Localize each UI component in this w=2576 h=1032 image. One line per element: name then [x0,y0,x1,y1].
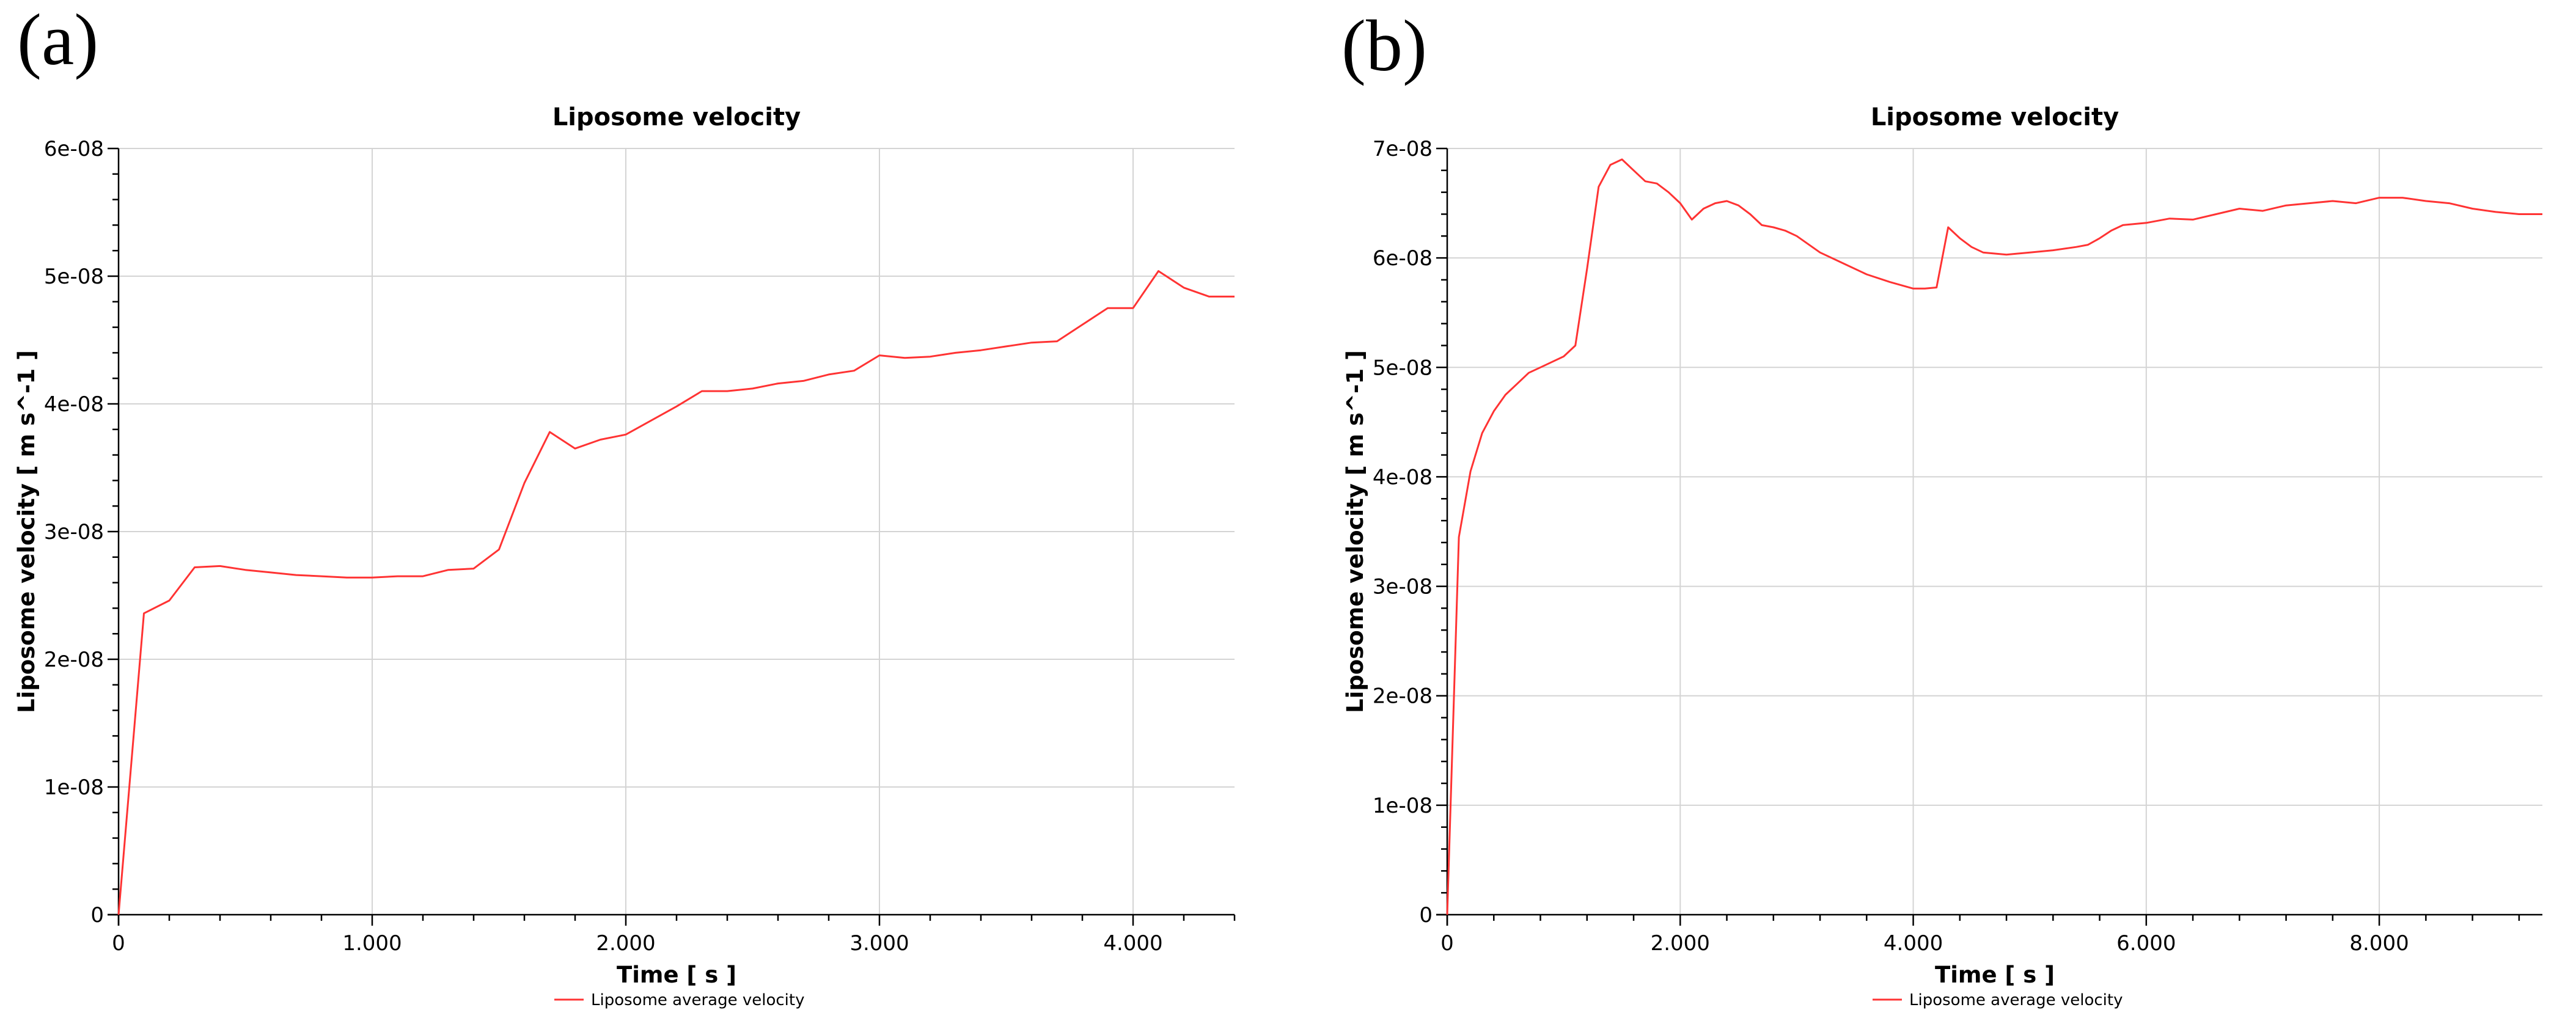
grid-lines [1447,148,2542,915]
x-tick-label: 6.000 [2116,931,2176,956]
chart-title: Liposome velocity [1871,103,2119,131]
legend: Liposome average velocity [554,991,804,1009]
y-tick-label: 5e-08 [44,265,104,289]
x-tick-label: 4.000 [1884,931,1943,956]
legend-label: Liposome average velocity [1909,991,2123,1009]
legend-label: Liposome average velocity [591,991,804,1009]
x-tick-label: 4.000 [1103,931,1162,956]
y-tick-label: 7e-08 [1373,137,1433,161]
x-tick-label: 2.000 [1651,931,1710,956]
y-tick-label: 0 [1419,903,1433,928]
y-tick-label: 4e-08 [1373,465,1433,489]
legend: Liposome average velocity [1873,991,2123,1009]
series-line-0 [117,270,1235,915]
chart-panel-a: (a) Liposome velocity 0 1e-08 2e-08 3e-08 4e-0… [13,0,1236,1009]
panel-letter: (a) [17,0,98,80]
y-tick-label: 3e-08 [44,520,104,544]
x-tick-label: 2.000 [596,931,655,956]
y-tick-label: 6e-08 [1373,246,1433,271]
chart-panel-b: (b) Liposome velocity 0 1e-08 2e-08 3e-08 4e-0… [1341,5,2542,1009]
y-tick-label: 4e-08 [44,392,104,417]
y-tick-label: 0 [90,903,104,928]
chart-title: Liposome velocity [552,103,801,131]
x-tick-label: 8.000 [2349,931,2409,956]
y-axis-label: Liposome velocity [ m s^-1 ] [13,350,40,713]
grid-lines [119,148,1235,915]
y-tick-label: 1e-08 [44,775,104,800]
x-tick-label: 1.000 [342,931,402,956]
y-tick-label: 3e-08 [1373,575,1433,599]
y-tick-label: 5e-08 [1373,356,1433,380]
series-line-0 [1446,158,2542,915]
y-tick-label: 6e-08 [44,137,104,161]
panel-letter: (b) [1341,5,1427,86]
x-axis-label: Time [ s ] [617,962,736,988]
x-axis-label: Time [ s ] [1935,962,2055,988]
y-tick-label: 1e-08 [1373,794,1433,818]
x-tick-label: 0 [112,931,125,956]
x-tick-label: 3.000 [849,931,909,956]
x-tick-label: 0 [1440,931,1454,956]
y-axis-label: Liposome velocity [ m s^-1 ] [1342,350,1368,713]
y-tick-label: 2e-08 [44,648,104,672]
y-tick-label: 2e-08 [1373,684,1433,709]
